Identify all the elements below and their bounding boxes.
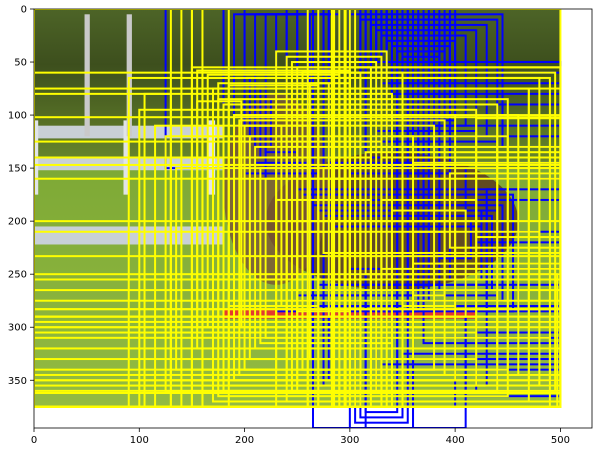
yellow-bounding-box [34, 299, 562, 318]
yellow-bounding-box [412, 230, 446, 297]
y-tick-label: 150 [8, 164, 27, 175]
axes-frame [33, 8, 593, 429]
x-tick-label: 200 [235, 435, 254, 446]
background-pole [126, 14, 132, 137]
x-tick-label: 400 [446, 435, 465, 446]
y-tick-label: 200 [8, 217, 27, 228]
yellow-bounding-box [496, 114, 562, 170]
bounding-boxes [34, 9, 562, 428]
x-tick-label: 0 [31, 435, 37, 446]
background-pole [84, 14, 90, 137]
y-tick-label: 0 [21, 5, 27, 16]
y-tick-label: 250 [8, 270, 27, 281]
y-axis: 0 50 100 150 200 250 300 350 [8, 5, 34, 387]
y-tick-label: 300 [8, 323, 27, 334]
yellow-bounding-box [475, 117, 562, 239]
plot-area: 0 100 200 300 400 500 0 50 100 150 200 250 300 350 [8, 5, 593, 446]
yellow-bounding-box [308, 82, 351, 361]
yellow-bounding-box [222, 103, 299, 334]
x-axis: 0 100 200 300 400 500 [31, 428, 570, 446]
y-tick-label: 350 [8, 376, 27, 387]
y-tick-label: 50 [14, 58, 27, 69]
blue-bounding-box [412, 9, 457, 95]
x-tick-label: 300 [340, 435, 359, 446]
y-tick-label: 100 [8, 111, 27, 122]
yellow-bounding-box [34, 177, 362, 408]
yellow-bounding-box [243, 124, 283, 308]
blue-bounding-box [422, 18, 446, 85]
x-tick-label: 100 [130, 435, 149, 446]
x-tick-label: 500 [551, 435, 570, 446]
